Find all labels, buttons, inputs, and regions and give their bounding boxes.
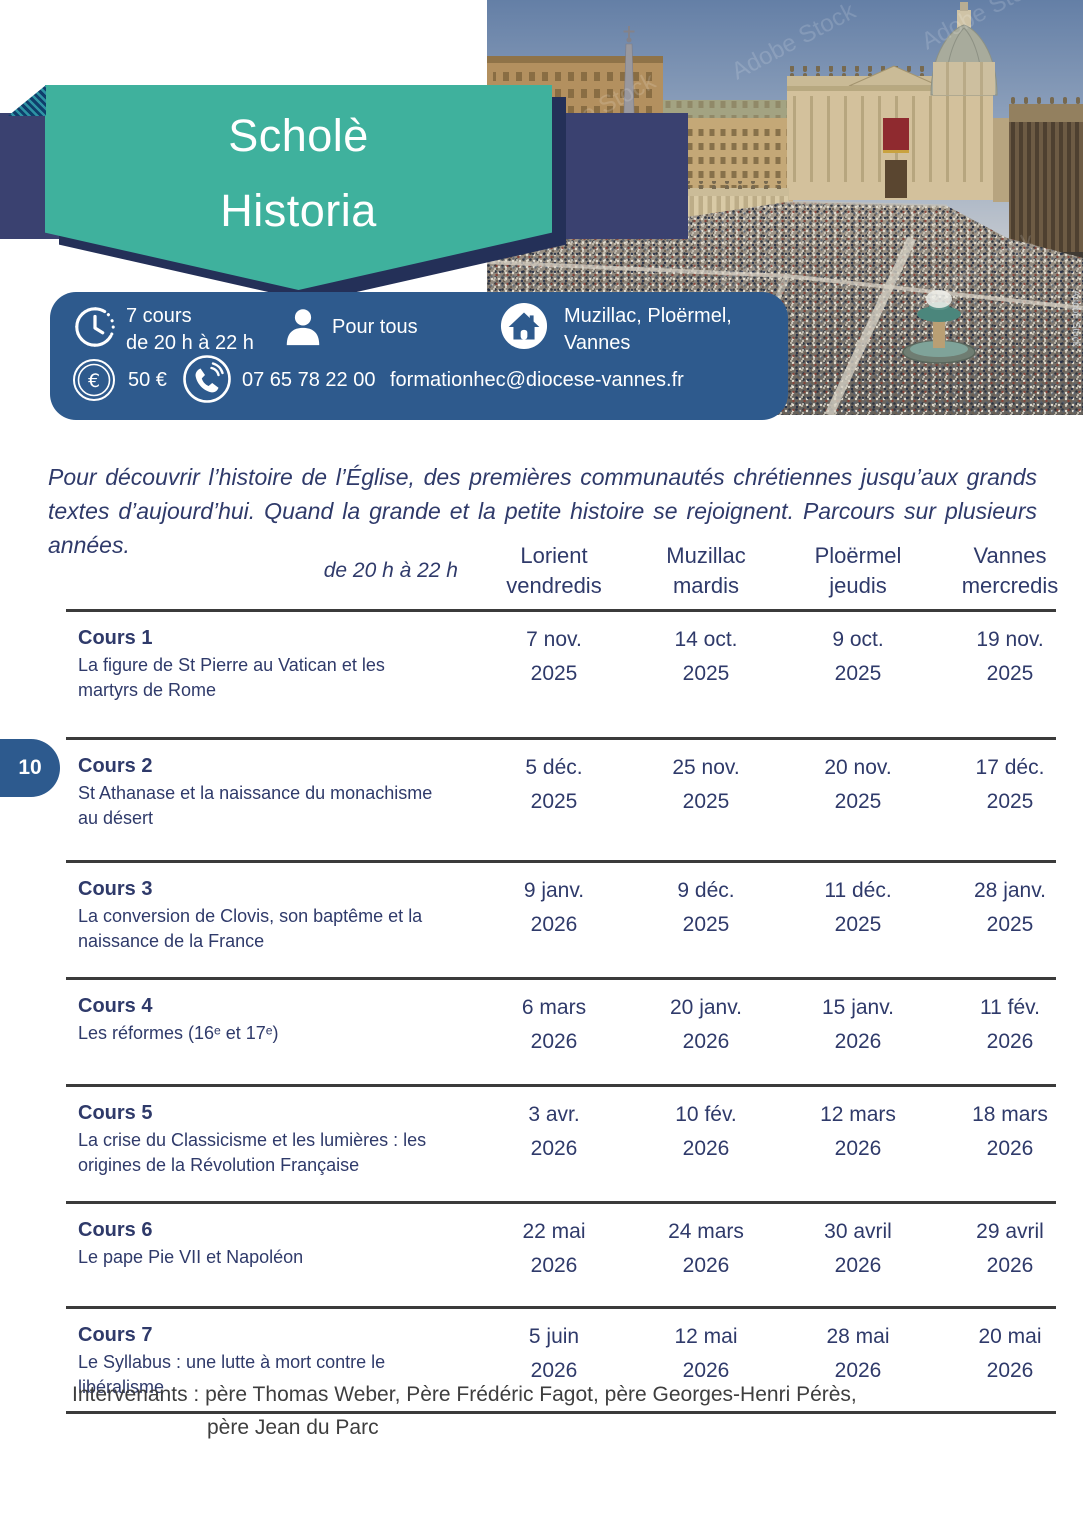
price-text: 50 € <box>128 369 167 391</box>
course-date: 22 mai 2026 <box>522 1220 586 1277</box>
phone-number: 07 65 78 22 00 <box>242 369 376 391</box>
column-header: Vannes mercredis <box>961 543 1059 598</box>
sessions-hours: de 20 h à 22 h <box>126 332 254 354</box>
speakers-note: Intervenants : père Thomas Weber, Père F… <box>72 1378 857 1444</box>
course-date: 9 oct. 2025 <box>832 628 884 685</box>
course-description: La crise du Classicisme et les lumières … <box>78 1130 427 1175</box>
email-text: formationhec@diocese-vannes.fr <box>390 369 684 391</box>
course-title: Cours 2 <box>78 755 153 777</box>
course-date: 6 mars 2026 <box>521 996 587 1053</box>
page-title-line1: Scholè <box>228 110 369 161</box>
table-row: Cours 6 Le pape Pie VII et Napoléon 22 mai… <box>66 1204 1083 1306</box>
course-date: 11 fév. 2026 <box>980 996 1040 1053</box>
schedule-rows: Cours 1 La figure de St Pierre au Vatican… <box>66 609 1083 1414</box>
row-divider <box>66 609 1056 612</box>
course-description: St Athanase et la naissance du monachism… <box>78 783 433 828</box>
course-date: 25 nov. 2025 <box>672 756 740 813</box>
course-date: 19 nov. 2025 <box>976 628 1044 685</box>
course-date: 17 déc. 2025 <box>975 756 1045 813</box>
row-divider <box>66 977 1056 980</box>
speakers-line2: père Jean du Parc <box>207 1416 379 1439</box>
course-date: 3 avr. 2026 <box>528 1103 580 1160</box>
audience-text: Pour tous <box>332 316 418 338</box>
schedule-header: de 20 h à 22 h Lorient vendredis Muzillac m… <box>66 541 1083 609</box>
course-date: 5 juin 2026 <box>528 1325 580 1382</box>
course-title: Cours 4 <box>78 995 153 1017</box>
row-divider <box>66 1084 1056 1087</box>
table-row: Cours 3 La conversion de Clovis, son bapt… <box>66 863 1083 977</box>
course-date: 30 avril 2026 <box>824 1220 892 1277</box>
course-description: Le pape Pie VII et Napoléon <box>78 1247 304 1267</box>
course-title: Cours 7 <box>78 1324 153 1346</box>
course-date: 20 nov. 2025 <box>824 756 892 813</box>
locations-text: Muzillac, Ploërmel, Vannes <box>564 303 732 357</box>
course-description: La figure de St Pierre au Vatican et les… <box>78 655 385 700</box>
table-row: Cours 1 La figure de St Pierre au Vatican… <box>66 612 1083 737</box>
row-divider <box>66 860 1056 863</box>
sessions-text: 7 cours de 20 h à 22 h <box>126 303 254 357</box>
page-title-line2: Historia <box>220 185 377 236</box>
course-date: 29 avril 2026 <box>976 1220 1044 1277</box>
course-date: 9 déc. 2025 <box>677 879 735 936</box>
course-date: 18 mars 2026 <box>972 1103 1048 1160</box>
svg-text:€: € <box>88 370 100 392</box>
time-slot-label: de 20 h à 22 h <box>323 559 458 582</box>
table-row: Cours 7 Le Syllabus : une lutte à mort co… <box>66 1309 1083 1411</box>
phone-icon <box>182 354 232 409</box>
home-icon <box>500 302 548 355</box>
course-title: Cours 1 <box>78 627 153 649</box>
schedule-table: de 20 h à 22 h Lorient vendredis Muzillac m… <box>66 541 1083 1414</box>
column-header: Ploërmel jeudis <box>814 543 902 598</box>
course-date: 12 mai 2026 <box>674 1325 738 1382</box>
row-divider <box>66 1306 1056 1309</box>
page-number: 10 <box>18 756 42 779</box>
page-number-badge: 10 <box>0 739 60 797</box>
euro-icon: € <box>72 358 116 407</box>
column-header: Muzillac mardis <box>666 543 746 598</box>
course-date: 24 mars 2026 <box>668 1220 744 1277</box>
row-divider <box>66 737 1056 740</box>
speakers-line1: Intervenants : père Thomas Weber, Père F… <box>72 1383 857 1406</box>
column-header: Lorient vendredis <box>506 543 602 598</box>
sessions-count: 7 cours <box>126 305 192 327</box>
table-row: Cours 4 Les réformes (16ᵉ et 17ᵉ) 6 mars 20… <box>66 980 1083 1084</box>
row-divider <box>66 1201 1056 1204</box>
course-date: 20 janv. 2026 <box>670 996 742 1053</box>
course-description: Les réformes (16ᵉ et 17ᵉ) <box>78 1023 279 1043</box>
course-date: 15 janv. 2026 <box>822 996 894 1053</box>
course-date: 9 janv. 2026 <box>523 879 585 936</box>
table-row: Cours 5 La crise du Classicisme et les lu… <box>66 1087 1083 1201</box>
course-description: Le Syllabus : une lutte à mort contre le… <box>78 1352 386 1397</box>
decor-stripes <box>8 85 46 116</box>
course-date: 5 déc. 2025 <box>525 756 583 813</box>
course-title: Cours 6 <box>78 1219 153 1241</box>
course-title: Cours 5 <box>78 1102 153 1124</box>
table-row: Cours 2 St Athanase et la naissance du mo… <box>66 740 1083 860</box>
locations-line2: Vannes <box>564 332 631 354</box>
clock-icon <box>72 304 118 355</box>
course-date: 28 mai 2026 <box>826 1325 890 1382</box>
course-date: 10 fév. 2026 <box>675 1103 737 1160</box>
course-date: 28 janv. 2025 <box>974 879 1046 936</box>
row-divider <box>66 1411 1056 1414</box>
intro-paragraph: Pour découvrir l’histoire de l’Église, d… <box>48 464 1037 558</box>
svg-text:Adobe Stock: Adobe Stock <box>1070 290 1081 348</box>
course-date: 20 mai 2026 <box>978 1325 1042 1382</box>
course-date: 7 nov. 2025 <box>526 628 582 685</box>
course-date: 14 oct. 2025 <box>674 628 738 685</box>
course-description: La conversion de Clovis, son baptême et … <box>78 906 423 951</box>
locations-line1: Muzillac, Ploërmel, <box>564 305 732 327</box>
person-icon <box>282 305 324 352</box>
info-bar: 7 cours de 20 h à 22 h Pour tous Muzilla… <box>50 292 788 420</box>
course-date: 12 mars 2026 <box>820 1103 896 1160</box>
course-date: 11 déc. 2025 <box>824 879 892 936</box>
course-title: Cours 3 <box>78 878 153 900</box>
